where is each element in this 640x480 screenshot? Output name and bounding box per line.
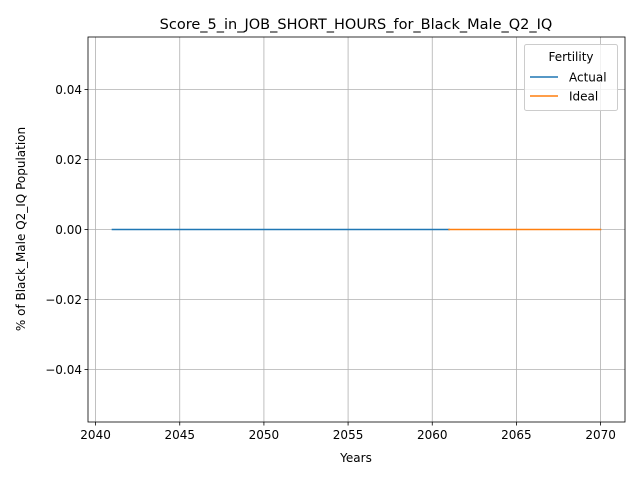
legend-box <box>524 44 618 111</box>
x-tick-label: 2055 <box>333 428 364 442</box>
y-tick-label: 0.04 <box>55 83 82 97</box>
x-tick-label: 2040 <box>80 428 111 442</box>
x-axis: 2040 2045 2050 2055 2060 2065 2070 <box>80 422 616 442</box>
x-tick-label: 2045 <box>164 428 195 442</box>
x-tick-label: 2065 <box>501 428 532 442</box>
legend-label-actual: Actual <box>569 71 607 85</box>
y-axis: −0.04 −0.02 0.00 0.02 0.04 <box>45 83 88 377</box>
legend: Fertility Actual Ideal <box>524 44 618 111</box>
x-axis-title: Years <box>339 451 372 465</box>
legend-title: Fertility <box>548 50 593 64</box>
x-tick-label: 2060 <box>417 428 448 442</box>
x-tick-label: 2070 <box>585 428 616 442</box>
y-axis-title: % of Black_Male Q2_IQ Population <box>14 127 28 331</box>
legend-label-ideal: Ideal <box>569 90 598 104</box>
chart-title: Score_5_in_JOB_SHORT_HOURS_for_Black_Mal… <box>160 17 553 33</box>
y-tick-label: 0.02 <box>55 153 82 167</box>
y-tick-label: 0.00 <box>55 223 82 237</box>
y-tick-label: −0.04 <box>45 363 82 377</box>
y-tick-label: −0.02 <box>45 293 82 307</box>
x-tick-label: 2050 <box>249 428 280 442</box>
